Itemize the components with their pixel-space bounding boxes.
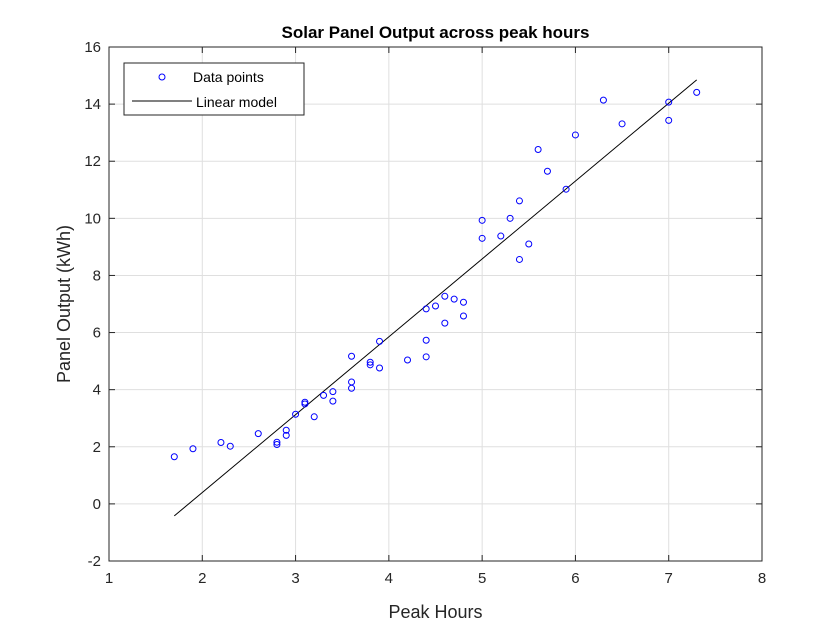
plot-frame <box>108 46 763 562</box>
data-point <box>506 214 514 222</box>
data-point <box>515 197 523 205</box>
data-point <box>599 96 607 104</box>
y-axis-label: Panel Output (kWh) <box>54 225 74 383</box>
x-tick-label: 8 <box>758 570 766 587</box>
data-point <box>525 240 533 248</box>
y-tick-label: -2 <box>88 553 101 570</box>
data-point <box>459 298 467 306</box>
data-point <box>618 120 626 128</box>
data-point <box>292 410 300 418</box>
x-tick-label: 2 <box>198 570 206 587</box>
data-point <box>366 358 374 366</box>
y-tick-label: 0 <box>93 496 101 513</box>
y-tick-label: 12 <box>84 153 101 170</box>
legend-label-data-points: Data points <box>193 69 264 85</box>
chart-title: Solar Panel Output across peak hours <box>282 23 590 42</box>
data-point <box>329 388 337 396</box>
data-point <box>534 146 542 154</box>
y-tick-label: 10 <box>84 210 101 227</box>
data-point <box>376 364 384 372</box>
legend-label-linear-model: Linear model <box>196 94 277 110</box>
data-point <box>562 185 570 193</box>
data-point <box>189 445 197 453</box>
data-point <box>459 312 467 320</box>
plot-area <box>109 47 762 561</box>
y-tick-label: 6 <box>93 325 101 342</box>
legend: Data points Linear model <box>123 62 305 116</box>
x-tick-label: 6 <box>571 570 579 587</box>
linear-model-line <box>173 79 698 517</box>
x-tick-label: 1 <box>105 570 113 587</box>
data-point <box>432 302 439 310</box>
data-point <box>571 131 579 139</box>
y-tick-label: 14 <box>84 96 101 113</box>
x-tick-label: 7 <box>665 570 673 587</box>
data-point <box>478 234 486 242</box>
data-point <box>282 426 290 434</box>
data-point <box>348 352 356 360</box>
x-axis-label: Peak Hours <box>388 602 482 622</box>
data-point <box>665 98 673 106</box>
data-point <box>273 438 281 446</box>
x-tick-label: 3 <box>291 570 299 587</box>
data-point <box>301 398 309 406</box>
data-point <box>441 319 449 327</box>
data-point <box>543 167 551 175</box>
data-point <box>404 356 412 364</box>
x-tick-label: 4 <box>385 570 393 587</box>
data-point <box>329 397 337 405</box>
data-point <box>226 442 234 450</box>
data-point <box>422 353 430 361</box>
data-point <box>665 116 673 124</box>
data-point <box>441 292 449 300</box>
data-point <box>497 232 505 240</box>
series-layer <box>170 79 701 517</box>
data-point <box>310 413 318 421</box>
data-point <box>282 431 290 439</box>
data-point <box>366 361 374 369</box>
data-point <box>320 391 328 399</box>
data-point <box>450 295 458 303</box>
y-tick-label: 8 <box>93 267 101 284</box>
y-tick-label: 2 <box>93 439 101 456</box>
data-point <box>170 453 178 461</box>
data-point <box>217 438 225 446</box>
data-point <box>422 305 430 313</box>
legend-marker-data-points <box>158 73 166 81</box>
data-point <box>422 336 430 344</box>
data-point <box>515 255 523 263</box>
data-point <box>348 378 356 386</box>
y-tick-label: 4 <box>93 382 101 399</box>
legend-box <box>123 62 305 116</box>
data-point <box>376 337 384 345</box>
data-point <box>693 88 701 96</box>
data-point <box>478 216 486 224</box>
x-tick-label: 5 <box>478 570 486 587</box>
y-tick-label: 16 <box>84 39 101 56</box>
data-point <box>254 430 262 438</box>
data-point <box>273 440 281 448</box>
